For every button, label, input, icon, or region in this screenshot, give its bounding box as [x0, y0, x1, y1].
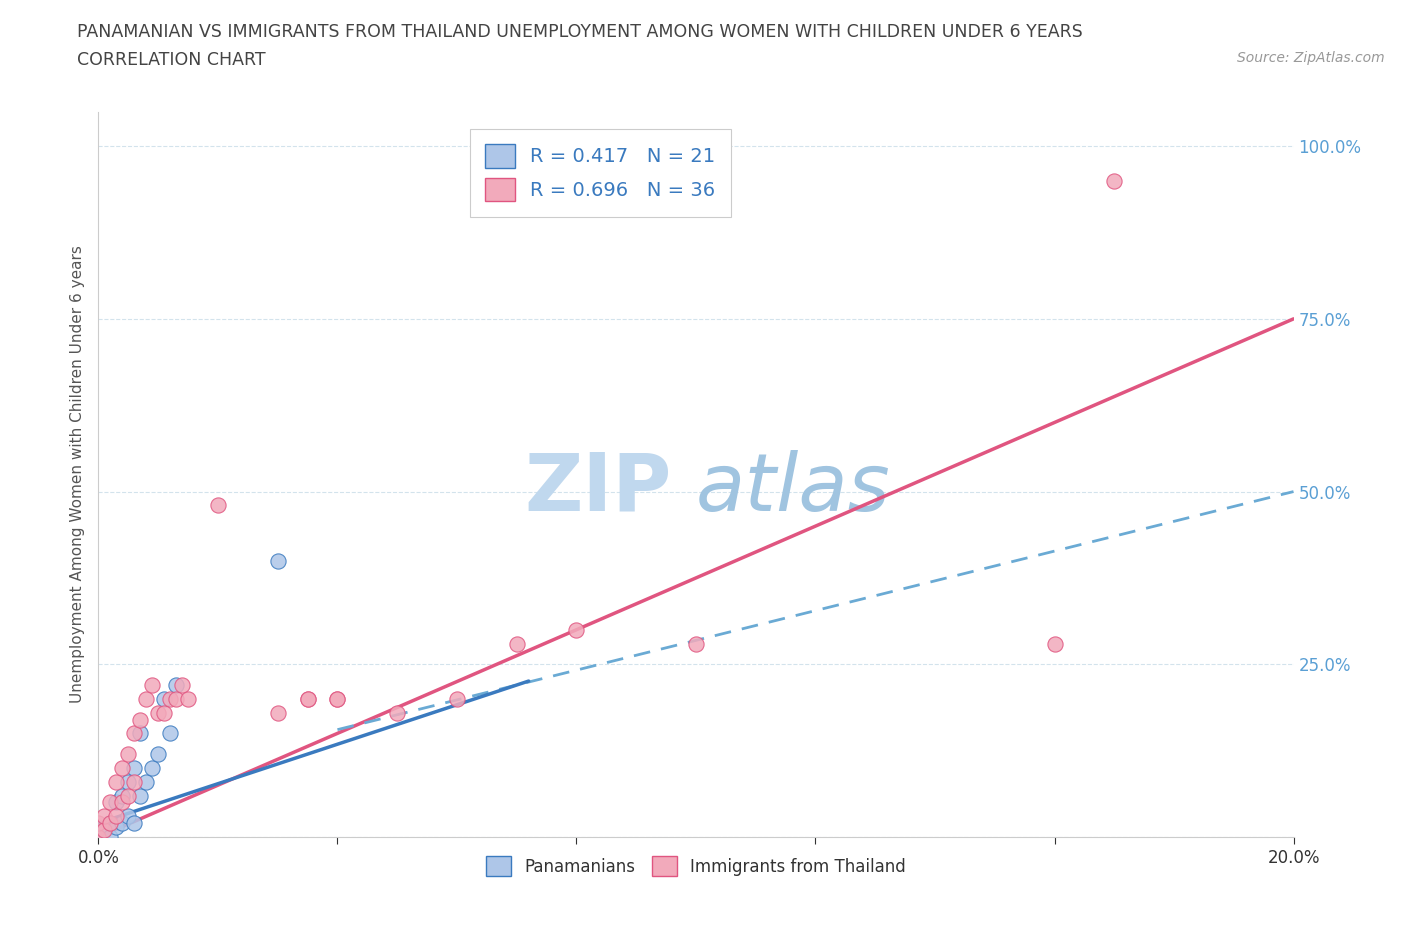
Point [124, 816, 146, 830]
Point [385, 705, 409, 720]
Point [129, 712, 152, 727]
Point [98, 795, 122, 810]
Text: atlas: atlas [696, 450, 891, 528]
Legend: Panamanians, Immigrants from Thailand: Panamanians, Immigrants from Thailand [479, 849, 912, 884]
Point [685, 636, 707, 651]
Point [1043, 636, 1066, 651]
Point [111, 816, 134, 830]
Point [117, 809, 139, 824]
Y-axis label: Unemployment Among Women with Children Under 6 years: Unemployment Among Women with Children U… [69, 246, 84, 703]
Point [124, 775, 146, 790]
Point [153, 705, 176, 720]
Point [165, 678, 187, 693]
Point [326, 691, 349, 706]
Point [297, 691, 319, 706]
Point [117, 747, 139, 762]
Point [506, 636, 529, 651]
Point [93, 809, 115, 824]
Point [129, 788, 152, 803]
Point [93, 823, 115, 838]
Point [117, 788, 139, 803]
Point [297, 691, 319, 706]
Point [105, 775, 128, 790]
Point [105, 795, 128, 810]
Point [135, 775, 157, 790]
Point [207, 498, 229, 512]
Point [135, 691, 157, 706]
Text: PANAMANIAN VS IMMIGRANTS FROM THAILAND UNEMPLOYMENT AMONG WOMEN WITH CHILDREN UN: PANAMANIAN VS IMMIGRANTS FROM THAILAND U… [77, 23, 1083, 41]
Point [117, 775, 139, 790]
Point [446, 691, 468, 706]
Point [159, 726, 181, 741]
Text: Source: ZipAtlas.com: Source: ZipAtlas.com [1237, 51, 1385, 65]
Text: CORRELATION CHART: CORRELATION CHART [77, 51, 266, 69]
Point [141, 761, 163, 776]
Point [98, 830, 122, 844]
Point [141, 678, 163, 693]
Point [111, 761, 134, 776]
Point [87, 830, 110, 844]
Point [148, 705, 170, 720]
Point [124, 726, 146, 741]
Point [177, 691, 200, 706]
Point [159, 691, 181, 706]
Point [93, 823, 115, 838]
Point [326, 691, 349, 706]
Point [105, 819, 128, 834]
Point [267, 705, 290, 720]
Point [111, 788, 134, 803]
Point [153, 691, 176, 706]
Point [1104, 173, 1126, 188]
Point [98, 816, 122, 830]
Point [129, 726, 152, 741]
Point [148, 747, 170, 762]
Point [98, 816, 122, 830]
Point [105, 809, 128, 824]
Point [111, 795, 134, 810]
Point [87, 816, 110, 830]
Point [172, 678, 194, 693]
Point [267, 553, 290, 568]
Point [87, 830, 110, 844]
Text: ZIP: ZIP [524, 450, 672, 528]
Point [165, 691, 187, 706]
Point [124, 761, 146, 776]
Point [565, 622, 588, 637]
